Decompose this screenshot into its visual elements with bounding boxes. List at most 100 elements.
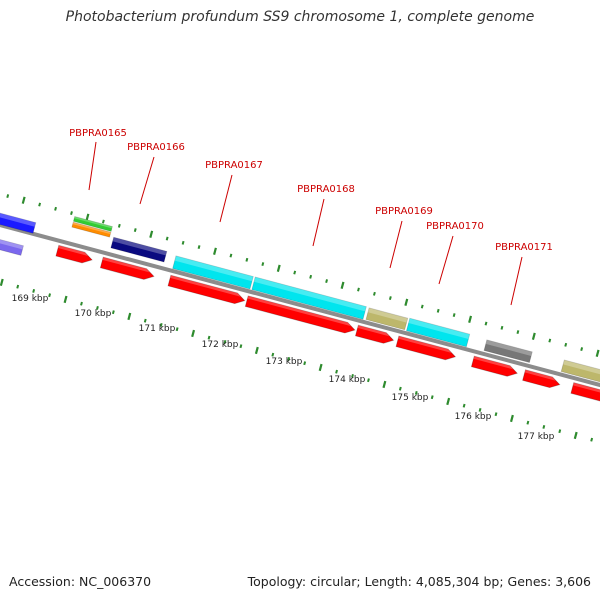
feature-block-slate-highlight xyxy=(0,230,24,250)
outer-tick-minor xyxy=(245,257,249,262)
cds-arrow-1-highlight xyxy=(58,245,89,256)
feature-block-cyan-1 xyxy=(172,255,254,290)
outer-tick-minor xyxy=(70,211,73,215)
inner-tick-minor xyxy=(462,403,466,408)
feature-block-green xyxy=(72,215,113,232)
feature-block-khaki-2 xyxy=(560,359,600,388)
inner-tick-minor xyxy=(430,395,434,400)
outer-tick-minor xyxy=(580,347,584,352)
outer-tick-minor xyxy=(357,287,360,292)
inner-tick-major xyxy=(382,380,387,389)
cds-arrow-3-highlight xyxy=(170,275,241,297)
inner-tick-minor xyxy=(239,344,243,349)
outer-tick-minor xyxy=(500,325,504,330)
outer-tick-minor xyxy=(229,253,233,258)
inner-tick-minor xyxy=(48,293,52,298)
outer-tick-major xyxy=(468,315,473,323)
inner-tick-minor xyxy=(542,424,546,429)
inner-tick-major xyxy=(0,278,4,287)
outer-tick-minor xyxy=(181,240,185,245)
outer-tick-minor xyxy=(117,223,121,228)
gene-leader-line xyxy=(312,198,325,247)
outer-tick-major xyxy=(85,213,90,221)
outer-tick-major xyxy=(21,196,26,204)
outer-tick-minor xyxy=(309,274,313,279)
kbp-scale-labels: 169 kbp 170 kbp 171 kbp 172 kbp 173 kbp 174 k… xyxy=(12,294,555,442)
feature-block-orange-highlight xyxy=(72,222,111,235)
gene-leader-line xyxy=(219,174,233,223)
inner-tick-minor xyxy=(80,301,83,306)
outer-tick-major xyxy=(276,264,281,272)
outer-tick-major xyxy=(595,349,600,357)
gene-label: PBPRA0166 xyxy=(127,142,185,153)
inner-tick-minor xyxy=(175,327,179,332)
scale-label: 175 kbp xyxy=(392,393,429,403)
scale-label: 177 kbp xyxy=(518,432,555,442)
scale-label: 173 kbp xyxy=(266,357,303,367)
inner-tick-major xyxy=(63,295,68,304)
cds-arrow-2 xyxy=(99,256,155,280)
inner-tick-major xyxy=(254,346,259,355)
cds-arrow-7 xyxy=(470,355,518,377)
feature-block-cyan-2 xyxy=(251,276,367,320)
scale-label: 170 kbp xyxy=(75,309,112,319)
feature-tracks xyxy=(0,205,600,407)
inner-tick-minor xyxy=(526,420,530,425)
outer-tick-minor xyxy=(516,330,520,335)
inner-tick-minor xyxy=(414,390,418,395)
gene-leader-line xyxy=(438,235,454,285)
feature-block-khaki-2-highlight xyxy=(563,359,600,380)
gene-leader-line xyxy=(389,220,403,269)
cds-arrow-5-highlight xyxy=(357,325,390,337)
inner-tick-minor xyxy=(478,407,482,412)
inner-tick-major xyxy=(318,363,323,372)
outer-tick-minor xyxy=(420,304,424,309)
feature-block-slate xyxy=(0,230,24,256)
feature-block-gray-highlight xyxy=(485,339,533,356)
inner-tick-minor xyxy=(32,288,36,293)
outer-tick-minor xyxy=(6,194,10,198)
inner-tick-minor xyxy=(335,369,338,374)
feature-block-navy xyxy=(110,236,168,263)
gene-label: PBPRA0171 xyxy=(495,242,553,253)
cds-arrow-1 xyxy=(55,244,93,264)
cds-arrow-7-highlight xyxy=(473,356,514,370)
inner-tick-minor xyxy=(271,352,275,357)
inner-tick-major xyxy=(127,312,132,321)
feature-block-blue xyxy=(0,205,37,234)
outer-tick-minor xyxy=(54,206,57,211)
outer-tick-minor xyxy=(38,202,42,207)
gene-leader-line xyxy=(88,141,97,191)
scale-label: 174 kbp xyxy=(329,375,366,385)
inner-tick-minor xyxy=(558,429,562,434)
feature-block-blue-highlight xyxy=(0,206,36,227)
cds-arrow-4-highlight xyxy=(247,295,351,327)
inner-tick-minor xyxy=(287,356,291,361)
cds-arrow-8-highlight xyxy=(524,369,556,381)
outer-tick-minor xyxy=(101,219,105,224)
feature-block-gray xyxy=(483,339,533,364)
cds-arrow-9 xyxy=(570,382,600,407)
inner-tick-minor xyxy=(590,437,594,442)
cds-arrow-6-highlight xyxy=(398,336,452,353)
feature-block-khaki-1 xyxy=(365,307,409,331)
inner-tick-major xyxy=(191,329,196,338)
cds-arrow-5 xyxy=(354,324,395,344)
gene-label: PBPRA0165 xyxy=(69,128,127,139)
map-title: Photobacterium profundum SS9 chromosome … xyxy=(65,9,535,25)
cds-arrow-8 xyxy=(522,369,561,389)
feature-block-green-highlight xyxy=(74,216,113,229)
inner-tick-minor xyxy=(494,412,498,417)
feature-block-cyan-1-highlight xyxy=(174,255,254,282)
outer-tick-minor xyxy=(197,245,201,249)
inner-tick-major xyxy=(509,414,514,423)
inner-tick-minor xyxy=(159,322,163,327)
inner-tick-minor xyxy=(96,305,99,310)
inner-tick-minor xyxy=(367,378,370,383)
outer-tick-track xyxy=(6,194,600,357)
scale-label: 169 kbp xyxy=(12,294,49,304)
cds-arrow-2-highlight xyxy=(102,257,150,273)
inner-tick-minor xyxy=(207,335,211,340)
outer-tick-minor xyxy=(165,236,169,241)
